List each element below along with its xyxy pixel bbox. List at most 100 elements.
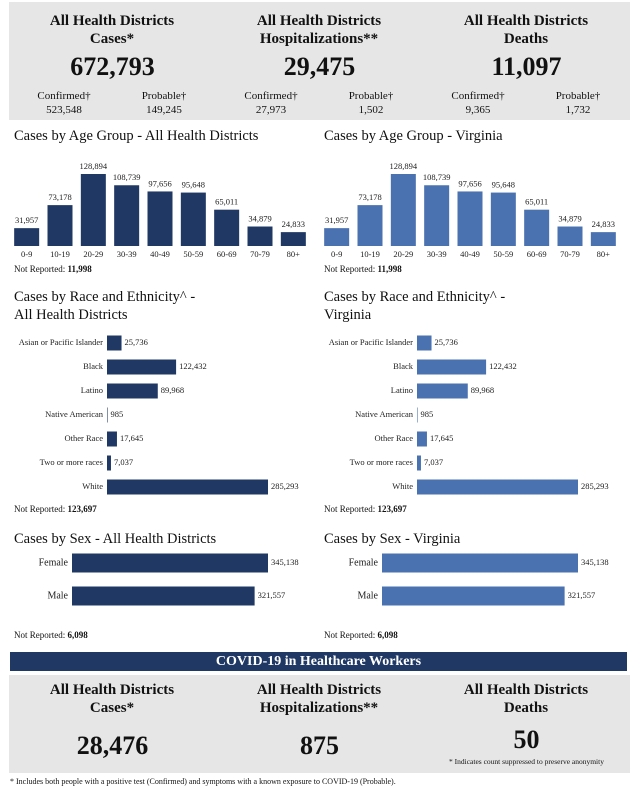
chart: Cases by Age Group - All Health District… <box>10 125 320 280</box>
healthcare-panel: All Health Districts Cases* 28,476 All Hea… <box>9 675 630 773</box>
bar <box>107 479 268 495</box>
bar <box>390 174 416 246</box>
confirmed-value: 9,365 <box>465 104 491 116</box>
y-tick-label: Latino <box>81 385 103 395</box>
y-tick-label: Two or more races <box>40 457 103 467</box>
bar <box>247 226 273 246</box>
data-label: 128,894 <box>80 161 108 171</box>
data-label: 97,656 <box>458 178 481 188</box>
x-tick-label: 10-19 <box>50 249 70 259</box>
bar <box>107 359 177 375</box>
x-tick-label: 70-79 <box>250 249 270 259</box>
chart: Cases by Sex - Virginia 345,138 Female 321,… <box>320 528 630 646</box>
data-label: 17,645 <box>430 433 453 443</box>
y-tick-label: Female <box>39 557 69 568</box>
bar <box>357 205 383 246</box>
chart-title: Cases by Sex - Virginia <box>324 531 461 547</box>
summary-total: 11,097 <box>491 52 562 81</box>
bar <box>417 335 432 351</box>
plot: 345,138 Female 321,557 Male <box>349 553 609 606</box>
data-label: 65,011 <box>525 197 548 207</box>
not-reported-value: 6,098 <box>67 630 88 640</box>
y-tick-label: Female <box>349 557 379 568</box>
summary-title: All Health Districts Cases* <box>49 682 175 716</box>
chart: Cases by Age Group - Virginia 31,957 0-9 73… <box>320 125 630 280</box>
not-reported-label: Not Reported: <box>324 630 376 640</box>
data-label: 7,037 <box>424 457 443 467</box>
y-tick-label: Latino <box>391 385 413 395</box>
data-label: 25,736 <box>435 337 458 347</box>
bar <box>382 553 578 573</box>
footnote: * Includes both people with a positive t… <box>10 777 396 786</box>
x-tick-label: 60-69 <box>527 249 547 259</box>
data-label: 31,957 <box>15 215 38 225</box>
bar <box>80 174 106 246</box>
y-tick-label: Male <box>47 590 68 601</box>
probable-label: Probable† <box>555 90 601 102</box>
bar <box>114 185 140 246</box>
x-tick-label: 10-19 <box>360 249 380 259</box>
probable-value: 149,245 <box>146 104 182 116</box>
y-tick-label: Native American <box>355 409 414 419</box>
banner: COVID-19 in Healthcare Workers <box>10 652 627 671</box>
y-tick-label: White <box>392 481 413 491</box>
x-tick-label: 70-79 <box>560 249 580 259</box>
probable-value: 1,732 <box>565 104 591 116</box>
confirmed-value: 27,973 <box>255 104 287 116</box>
summary-total: 28,476 <box>76 731 149 760</box>
bar <box>280 232 306 246</box>
plot: 25,736 Asian or Pacific Islander 122,432 Bl… <box>329 335 609 495</box>
bar <box>557 226 583 246</box>
y-tick-label: Other Race <box>65 433 104 443</box>
probable-value: 1,502 <box>358 104 384 116</box>
bar <box>47 205 73 246</box>
x-tick-label: 30-39 <box>427 249 447 259</box>
summary-title: All Health Districts Deaths <box>463 13 589 47</box>
bar <box>417 407 418 423</box>
not-reported-value: 123,697 <box>67 504 97 514</box>
data-label: 985 <box>111 409 124 419</box>
not-reported: Not Reported: 123,697 <box>324 504 407 514</box>
bar <box>382 586 565 606</box>
bar <box>72 553 268 573</box>
summary-title: All Health Districts Hospitalizations** <box>256 13 382 47</box>
summary-total: 29,475 <box>283 52 356 81</box>
bar <box>180 192 206 246</box>
data-label: 34,879 <box>248 213 271 223</box>
data-label: 122,432 <box>489 361 517 371</box>
bar <box>14 228 40 246</box>
y-tick-label: Native American <box>45 409 104 419</box>
bar <box>424 185 450 246</box>
chart-title: Cases by Age Group - All Health District… <box>14 128 259 144</box>
probable-label: Probable† <box>348 90 394 102</box>
bar <box>214 209 240 246</box>
not-reported-label: Not Reported: <box>14 264 66 274</box>
not-reported-label: Not Reported: <box>14 504 66 514</box>
data-label: 108,739 <box>423 172 451 182</box>
chart-title: Cases by Race and Ethnicity^ - Virginia <box>324 289 506 323</box>
bar <box>417 359 487 375</box>
data-label: 31,957 <box>325 215 348 225</box>
plot: 31,957 0-9 73,178 10-19 128,894 20-29 108,739 3… <box>14 161 306 259</box>
confirmed-label: Confirmed† <box>244 90 298 102</box>
not-reported: Not Reported: 11,998 <box>14 264 92 274</box>
data-label: 24,833 <box>282 219 305 229</box>
data-label: 285,293 <box>271 481 299 491</box>
summary-total: 672,793 <box>70 52 155 81</box>
not-reported-value: 11,998 <box>377 264 402 274</box>
data-label: 89,968 <box>161 385 184 395</box>
bar <box>490 192 516 246</box>
not-reported: Not Reported: 6,098 <box>14 630 88 640</box>
data-label: 321,557 <box>568 590 596 600</box>
bar <box>147 191 173 246</box>
y-tick-label: Male <box>357 590 378 601</box>
not-reported-label: Not Reported: <box>324 504 376 514</box>
bar <box>107 407 108 423</box>
y-tick-label: White <box>82 481 103 491</box>
chart: Cases by Race and Ethnicity^ - All Healt… <box>10 286 320 520</box>
chart: Cases by Sex - All Health Districts 345,1… <box>10 528 320 646</box>
summary-title: All Health Districts Cases* <box>49 13 175 47</box>
bar <box>107 383 158 399</box>
data-label: 95,648 <box>182 180 205 190</box>
